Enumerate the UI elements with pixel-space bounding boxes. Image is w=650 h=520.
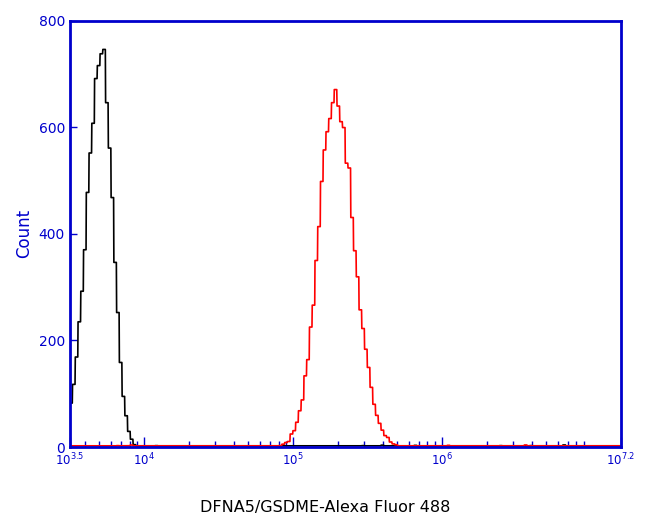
- Y-axis label: Count: Count: [15, 209, 33, 258]
- Text: DFNA5/GSDME-Alexa Fluor 488: DFNA5/GSDME-Alexa Fluor 488: [200, 500, 450, 515]
